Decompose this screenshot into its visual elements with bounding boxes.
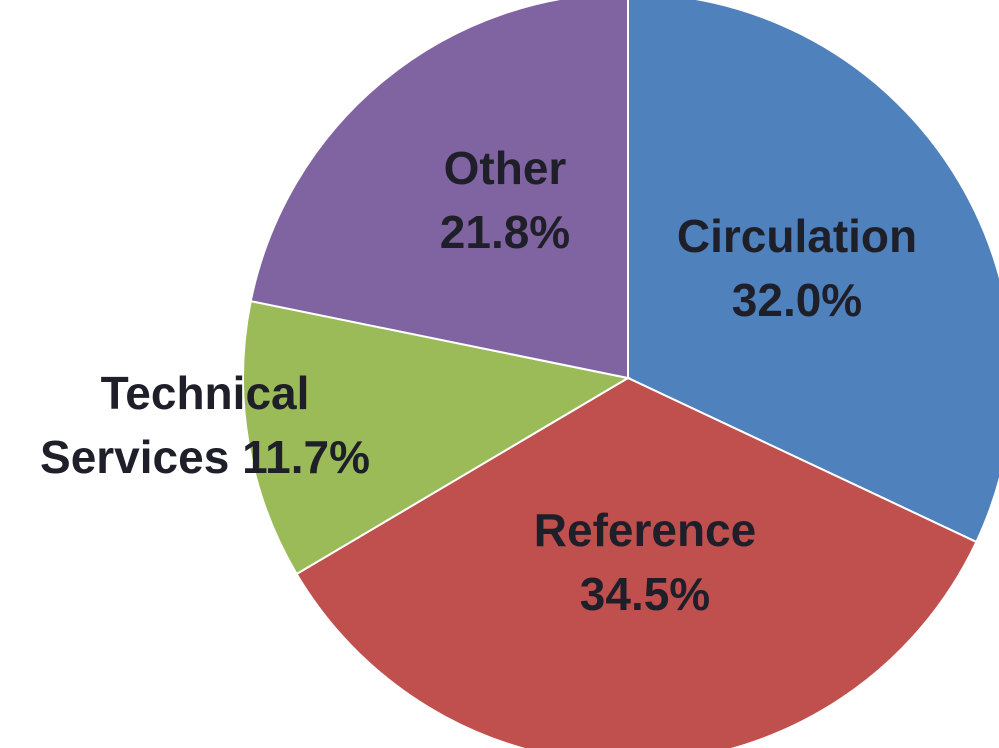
slice-label: Circulation 32.0% (677, 204, 917, 332)
category-name: Other (443, 142, 567, 194)
category-name: Technical Services (40, 367, 310, 483)
pie-slice (242, 299, 631, 576)
slice-label: Other 21.8% (440, 136, 570, 264)
slice-label: Reference 34.5% (534, 498, 756, 626)
slice-label: Technical Services 11.7% (5, 361, 405, 489)
pie-slice (295, 376, 978, 748)
value-label: 32.0% (731, 274, 863, 326)
pie-slice (627, 0, 999, 544)
value-label: 34.5% (579, 568, 711, 620)
pie-slice (249, 0, 629, 380)
value-label: 21.8% (439, 206, 571, 258)
category-name: Reference (533, 504, 757, 556)
category-name: Circulation (676, 210, 918, 262)
value-label: 11.7% (242, 431, 370, 483)
